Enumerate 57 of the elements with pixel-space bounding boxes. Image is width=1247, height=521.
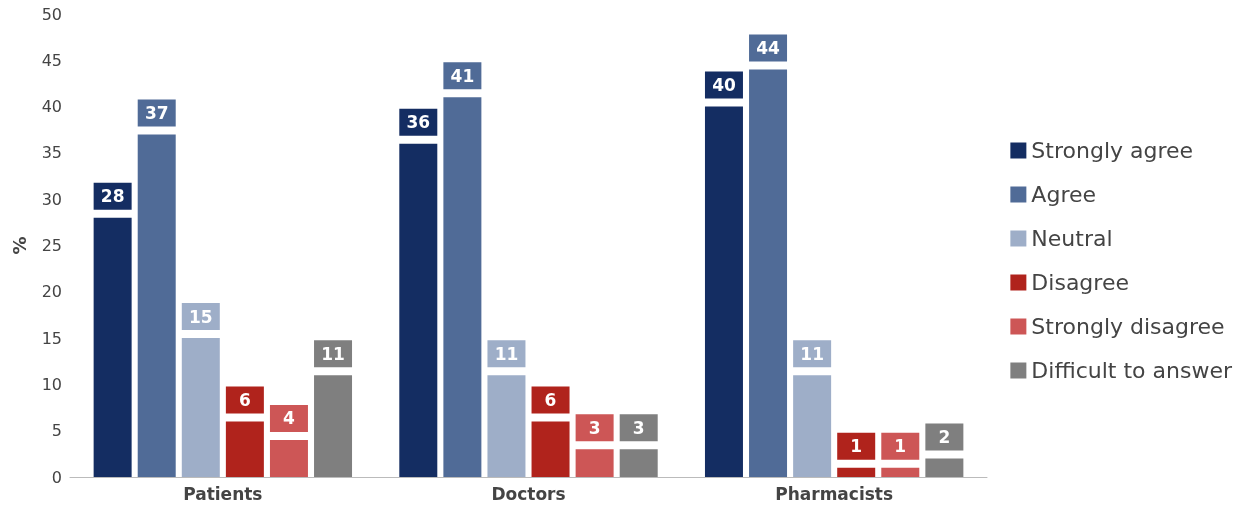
bar	[269, 439, 308, 477]
bar	[531, 421, 570, 477]
legend-label: Disagree	[1031, 270, 1129, 295]
bar	[225, 421, 264, 477]
bar	[487, 375, 526, 477]
legend-label: Difficult to answer	[1031, 358, 1233, 383]
data-label: 3	[632, 417, 645, 438]
data-label: 40	[712, 75, 736, 96]
bar	[749, 69, 788, 477]
data-label: 6	[238, 389, 251, 410]
bar	[881, 467, 920, 477]
data-label: 1	[850, 436, 863, 457]
y-tick-label: 20	[41, 282, 62, 302]
y-tick-label: 45	[41, 50, 62, 70]
bar	[399, 143, 438, 477]
y-tick-label: 25	[41, 236, 62, 255]
legend-label: Neutral	[1031, 226, 1113, 251]
data-label: 3	[588, 417, 601, 438]
y-tick-label: 0	[51, 467, 62, 487]
data-label: 41	[450, 65, 475, 86]
y-tick-label: 50	[41, 4, 62, 24]
data-label: 15	[188, 306, 213, 327]
x-tick-label: Doctors	[491, 483, 566, 504]
y-tick-label: 15	[41, 328, 62, 348]
bar	[181, 338, 220, 477]
legend-label: Strongly agree	[1031, 138, 1194, 163]
bar	[619, 449, 658, 477]
bar	[137, 134, 176, 477]
y-tick-label: 30	[41, 189, 62, 209]
data-label: 6	[544, 389, 557, 410]
bar	[93, 217, 132, 477]
bar	[443, 97, 482, 477]
y-tick-label: 40	[41, 97, 62, 117]
bar	[314, 375, 353, 477]
legend-label: Strongly disagree	[1031, 314, 1225, 339]
bar	[575, 449, 614, 477]
bar	[793, 375, 832, 477]
y-axis-title: %	[8, 236, 30, 255]
y-tick-label: 10	[41, 374, 62, 394]
y-tick-label: 5	[51, 421, 62, 441]
data-label: 2	[938, 426, 951, 447]
data-label: 11	[494, 343, 519, 364]
legend-label: Agree	[1031, 182, 1097, 207]
data-label: 36	[406, 112, 431, 133]
data-label: 11	[321, 343, 345, 364]
data-label: 1	[894, 436, 907, 457]
data-label: 37	[144, 102, 169, 123]
x-tick-label: Pharmacists	[775, 483, 894, 504]
y-tick-label: 35	[41, 143, 62, 163]
data-label: 44	[756, 38, 781, 59]
bar	[837, 467, 876, 477]
bar	[704, 106, 743, 477]
bar	[925, 458, 964, 477]
data-label: 28	[100, 186, 125, 207]
data-label: 11	[800, 343, 824, 364]
x-tick-label: Patients	[183, 483, 263, 504]
data-label: 4	[283, 408, 296, 429]
